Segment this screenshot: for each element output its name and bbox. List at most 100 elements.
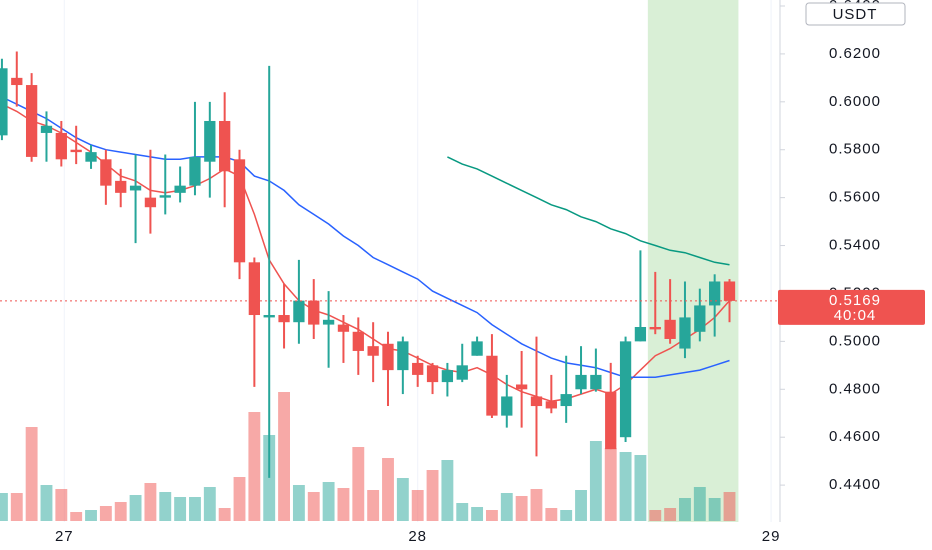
volume-bar	[708, 498, 721, 521]
candle-body	[25, 85, 38, 157]
last-price-bg	[778, 289, 925, 325]
candle-body	[159, 195, 171, 198]
plot-area	[0, 0, 780, 522]
volume-bar	[619, 452, 632, 521]
candle-body	[605, 391, 617, 450]
candle-body	[278, 315, 290, 323]
y-tick-label: 0.4400	[829, 476, 881, 493]
candle-body	[144, 197, 157, 208]
candle-body	[412, 362, 424, 375]
volume-bar	[292, 485, 305, 521]
candle-body	[426, 365, 439, 383]
volume-bar	[589, 441, 602, 521]
volume-bar	[485, 510, 498, 521]
volume-bar	[55, 489, 68, 521]
volume-bar	[471, 507, 484, 521]
moving-average	[1, 96, 730, 379]
candle-body	[679, 317, 691, 349]
candle-body	[515, 384, 528, 390]
volume-bar	[129, 495, 142, 521]
y-tick-label: 0.5000	[829, 332, 881, 349]
volume-bar	[278, 392, 290, 521]
volume-bar	[411, 490, 424, 521]
candle-body	[352, 331, 364, 351]
volume-bar	[99, 506, 112, 521]
volume-bar	[0, 493, 8, 521]
volume-bar	[396, 478, 409, 521]
candle-body	[575, 374, 587, 390]
candle-body	[174, 185, 186, 193]
highlight-zone	[647, 0, 739, 522]
candle-body	[100, 159, 112, 186]
volume-bar	[426, 470, 439, 521]
candle-body	[723, 281, 736, 301]
x-tick-label: 28	[408, 528, 427, 545]
candle-body	[189, 156, 201, 186]
candle-body	[441, 370, 454, 383]
volume-bar	[144, 483, 157, 521]
volume-bar	[263, 435, 276, 521]
x-tick-label: 29	[762, 528, 781, 545]
price-axis: 0.64000.62000.60000.58000.56000.54000.52…	[780, 0, 881, 493]
volume-bar	[233, 477, 246, 521]
candle-body	[397, 341, 409, 371]
candle-body	[456, 365, 468, 380]
volume-bar	[500, 493, 513, 521]
volume-bar	[664, 508, 677, 521]
y-tick-label: 0.4800	[829, 380, 881, 397]
candle-body	[115, 180, 127, 193]
countdown: 40:04	[834, 307, 877, 324]
y-tick-label: 0.4600	[829, 428, 881, 445]
volume-bar	[634, 455, 647, 521]
candle-body	[664, 319, 676, 339]
candle-body	[471, 341, 483, 356]
volume-bar	[649, 510, 662, 521]
volume-bar	[322, 482, 335, 521]
volume-bar	[679, 498, 691, 521]
volume-bar	[515, 496, 528, 521]
candle-body	[204, 120, 216, 162]
volume-bar	[693, 487, 706, 521]
candle-body	[40, 125, 53, 133]
candle-body	[634, 326, 647, 342]
candle-body	[530, 396, 543, 407]
y-tick-label: 0.5800	[829, 141, 881, 158]
volume-bar	[248, 412, 261, 521]
candle-body	[649, 326, 661, 330]
candle-body	[293, 300, 305, 323]
volume-bar	[218, 508, 231, 521]
volume-bar	[456, 503, 469, 521]
y-tick-label: 0.6000	[829, 93, 881, 110]
y-tick-label: 0.5600	[829, 189, 881, 206]
volume-bar	[723, 492, 736, 521]
candle-body	[233, 159, 246, 263]
candle-body	[85, 152, 97, 162]
candle-body	[219, 120, 231, 172]
moving-average	[447, 156, 730, 266]
volume-bar	[352, 447, 365, 521]
volume-bar	[70, 512, 83, 521]
volume-bar	[545, 508, 558, 521]
volume-bar	[40, 485, 53, 521]
volume-bar	[85, 510, 97, 521]
volume-bar	[10, 493, 23, 521]
volume-bar	[189, 497, 201, 521]
candle-body	[590, 374, 602, 390]
x-tick-label: 27	[55, 528, 74, 545]
candle-body	[545, 401, 557, 409]
last-price-label: 0.5169	[829, 292, 881, 309]
y-tick-label: 0.6200	[829, 45, 881, 62]
candle-body	[709, 281, 721, 306]
volume-bar	[203, 487, 216, 521]
volume-bar	[560, 510, 573, 521]
candle-body	[308, 300, 320, 325]
volume-bar	[575, 490, 587, 521]
candle-body	[560, 394, 572, 407]
candle-body	[248, 262, 260, 316]
candle-body	[486, 355, 498, 416]
y-tick-label: 0.5400	[829, 237, 881, 254]
volume-bar	[337, 488, 350, 521]
candle-body	[11, 77, 23, 86]
volume-bar	[159, 492, 172, 521]
